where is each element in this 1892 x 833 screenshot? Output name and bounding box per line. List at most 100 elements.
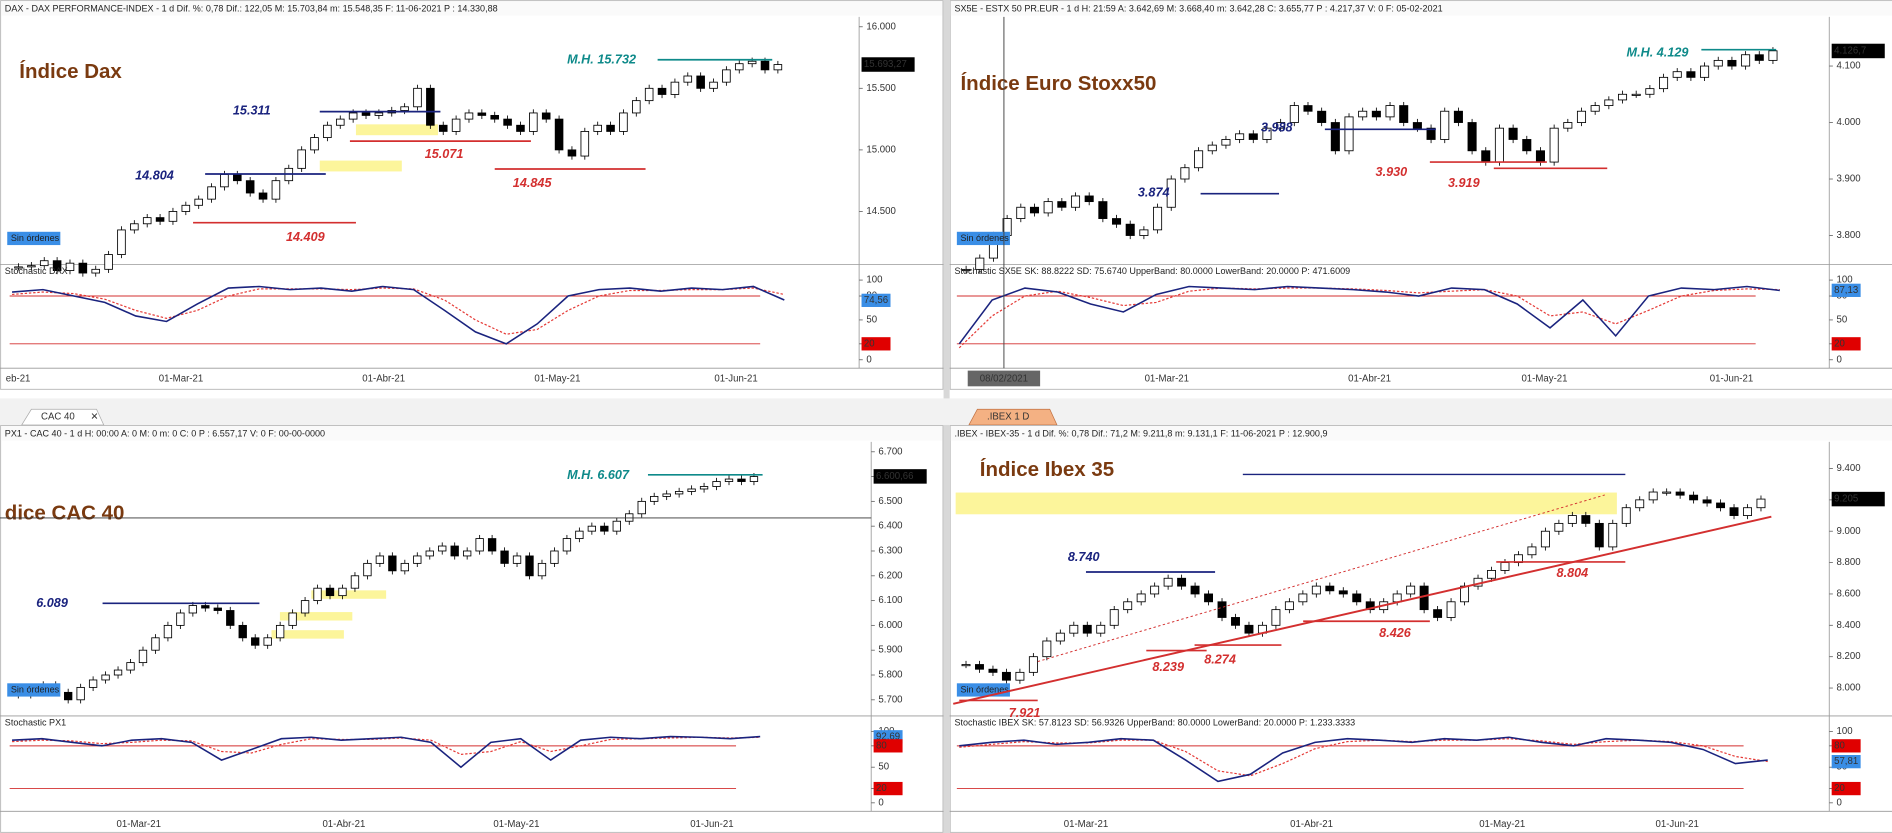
- y-tick-label: 8.600: [1836, 588, 1860, 599]
- tab[interactable]: [21, 408, 105, 426]
- last-price-label: 9.205: [1834, 494, 1858, 505]
- candle: [975, 664, 984, 670]
- candle: [747, 60, 757, 65]
- y-tick-label: 6.500: [878, 496, 902, 507]
- candle: [1042, 640, 1052, 658]
- candle: [375, 555, 385, 564]
- candle: [712, 481, 721, 487]
- candle: [363, 562, 372, 577]
- candle: [516, 124, 525, 132]
- candle: [163, 624, 173, 639]
- candle: [64, 691, 73, 701]
- candle: [1590, 105, 1600, 112]
- y-tick-label: 4.000: [1836, 117, 1860, 128]
- tab-bar: [0, 398, 1892, 425]
- stoch-marker-label: 20: [1834, 338, 1845, 349]
- tab-label[interactable]: .IBEX 1 D: [987, 412, 1029, 423]
- level-label: 14.804: [135, 169, 174, 183]
- candle: [1686, 71, 1696, 78]
- candle: [567, 149, 577, 157]
- panel-header: PX1 - CAC 40 - 1 d H: 00:00 A: 0 M: 0 m:…: [5, 428, 325, 438]
- candle: [104, 254, 113, 270]
- candle: [91, 268, 101, 274]
- highlight: [319, 160, 402, 172]
- candle: [39, 260, 49, 267]
- last-price-box: [873, 469, 927, 484]
- order-button-label[interactable]: Sin órdenes: [960, 684, 1009, 694]
- candle: [1221, 139, 1231, 146]
- order-button-label[interactable]: Sin órdenes: [11, 684, 60, 694]
- order-button[interactable]: [7, 231, 61, 246]
- candle: [142, 217, 152, 225]
- candle: [181, 204, 191, 212]
- order-button-label[interactable]: Sin órdenes: [11, 233, 60, 243]
- candle: [1084, 195, 1094, 203]
- candle: [201, 605, 210, 609]
- tab-label[interactable]: CAC 40: [41, 412, 75, 423]
- candle: [310, 137, 319, 151]
- panel-title: Índice Euro Stoxx50: [960, 72, 1156, 95]
- candle: [65, 262, 75, 271]
- candle: [1392, 593, 1402, 603]
- candle: [151, 637, 160, 651]
- level-label: 3.930: [1376, 165, 1408, 179]
- candle: [426, 87, 435, 126]
- candle: [580, 130, 590, 157]
- x-tick-label: 01-Mar-21: [159, 374, 203, 385]
- candle: [637, 500, 646, 515]
- level-label: 8.239: [1152, 660, 1184, 674]
- candle: [1662, 491, 1672, 494]
- stoch-marker: [1831, 755, 1861, 769]
- candle: [1125, 223, 1135, 236]
- x-tick-label: 01-May-21: [1521, 374, 1567, 385]
- order-button[interactable]: [7, 683, 61, 697]
- candle: [1494, 127, 1504, 163]
- y-tick-label: 16.000: [866, 21, 895, 32]
- candle: [348, 112, 358, 120]
- candle: [696, 75, 705, 89]
- candle: [587, 525, 597, 532]
- candle: [1702, 499, 1712, 504]
- panel-frame: [0, 0, 944, 390]
- candle: [1317, 110, 1327, 123]
- level-label: 8.274: [1204, 653, 1236, 667]
- candle: [1311, 585, 1321, 595]
- candle: [188, 605, 198, 614]
- candle: [1446, 601, 1456, 618]
- last-price-box: [861, 57, 915, 72]
- candle: [657, 87, 667, 95]
- y-tick-label: 0: [1836, 354, 1841, 365]
- candle: [1153, 206, 1163, 231]
- level-label: 3.919: [1448, 176, 1480, 190]
- candle: [737, 478, 746, 482]
- stoch-sk: [12, 285, 785, 345]
- candle: [1055, 632, 1065, 642]
- panel-frame: [949, 0, 1892, 390]
- candle: [961, 664, 971, 667]
- panel-header: DAX - DAX PERFORMANCE-INDEX - 1 d Dif. %…: [5, 3, 498, 13]
- candle: [88, 679, 98, 688]
- candle: [619, 112, 628, 132]
- tab-close[interactable]: ✕: [90, 412, 98, 423]
- candle: [1190, 585, 1200, 595]
- candle: [1608, 522, 1618, 548]
- tab[interactable]: [968, 408, 1058, 426]
- candle: [350, 575, 360, 589]
- level-label: M.H. 15.732: [567, 53, 636, 67]
- candle: [374, 112, 384, 116]
- candle: [155, 217, 165, 222]
- y-tick-label: 14.500: [866, 206, 895, 217]
- candle: [361, 112, 371, 116]
- candle: [450, 545, 459, 557]
- candle: [1244, 624, 1254, 634]
- candle: [1567, 515, 1577, 524]
- order-button-label[interactable]: Sin órdenes: [960, 233, 1009, 243]
- x-tick-label: 01-Abr-21: [1290, 819, 1333, 830]
- y-tick-label: 9.000: [1836, 526, 1860, 537]
- candle: [451, 118, 461, 132]
- order-button[interactable]: [956, 231, 1010, 246]
- candle: [1594, 522, 1604, 548]
- header-bar: [1, 426, 943, 441]
- candle: [1672, 71, 1682, 78]
- header-bar: [950, 1, 1892, 16]
